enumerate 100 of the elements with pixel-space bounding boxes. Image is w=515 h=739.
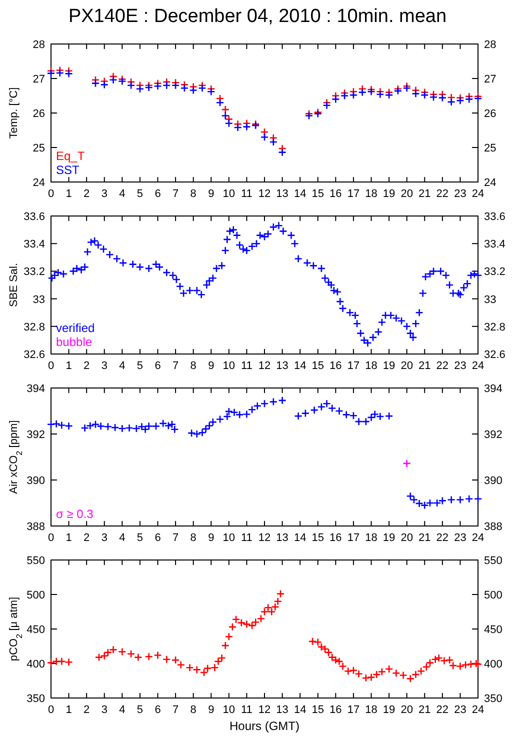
y-tick-label: 550 [26,555,45,567]
y-tick-label: 390 [26,475,45,487]
x-tick-label: 15 [312,532,324,544]
x-tick-label: 18 [365,704,378,716]
y2-tick-label: 550 [484,555,502,567]
x-tick-label: 18 [365,188,378,200]
point [64,70,73,78]
y2-tick-label: 33.4 [484,238,506,251]
x-tick-label: 17 [347,360,360,372]
x-tick-label: 0 [48,188,54,200]
x-tick-label: 24 [472,532,484,544]
point [412,90,420,98]
x-tick-label: 17 [347,532,360,544]
x-tick-label: 1 [66,532,72,544]
point [358,88,367,96]
point [234,123,242,132]
x-tick-label: 16 [330,704,342,716]
point [171,81,180,90]
y-tick-label: 27 [32,74,45,86]
x-tick-label: 13 [276,704,288,716]
x-tick-label: 2 [84,360,90,372]
text: verified [56,321,95,335]
x-tick-label: 5 [136,704,144,716]
x-tick-label: 2 [84,532,90,544]
point [384,90,394,100]
y2-tick-label: 32.6 [484,349,506,361]
x-tick-label: 20 [400,188,413,200]
x-tick-label: 11 [240,704,252,716]
x-tick-label: 15 [312,188,324,200]
y-tick-label: 33 [32,294,45,306]
x-tick-label: 20 [400,704,413,716]
x-tick-label: 0 [48,360,54,372]
point [260,133,269,142]
y-tick-label: 24 [32,177,45,189]
point [420,90,429,100]
x-tick-label: 10 [222,532,236,544]
y-tick-label: 33.6 [24,211,45,223]
x-tick-label: 21 [418,704,431,716]
x-tick-label: 23 [454,532,466,544]
point [447,98,456,106]
y-tick-label: 33.4 [24,238,45,251]
point [91,79,100,88]
x-tick-label: 6 [154,360,161,372]
x-tick-label: 23 [454,188,466,200]
x-tick-label: 14 [294,360,306,372]
x-tick-label: 6 [154,532,161,544]
x-tick-label: 18 [365,360,378,372]
y-tick-label: 388 [26,521,45,533]
point [162,81,171,90]
x-tick-label: 3 [101,704,108,716]
y2-tick-label: 450 [484,624,502,636]
x-tick-label: 0 [48,704,54,716]
y2-tick-label: 33 [484,294,496,306]
point [189,86,198,94]
point [206,87,216,96]
x-tick-label: 14 [294,532,306,544]
x-tick-label: 24 [472,704,484,716]
x-tick-label: 7 [172,188,179,200]
x-tick-label: 13 [276,360,288,372]
y-tick-label: 500 [26,590,45,602]
point [322,101,331,110]
x-tick-label: 15 [312,360,324,372]
y-axis-title: SBE Sal. [8,262,20,308]
y2-tick-label: 27 [484,74,496,86]
point [402,84,411,92]
text: Eq_T [56,149,86,163]
y-tick-label: 25 [32,142,45,154]
point [394,86,402,96]
x-tick-label: 13 [276,188,288,200]
point [429,92,438,102]
x-tick-label: 9 [208,704,214,716]
x-tick-label: 13 [276,532,288,544]
point [438,94,447,102]
y2-tick-label: 24 [484,177,496,189]
x-tick-label: 19 [382,188,396,200]
text: SST [56,163,80,177]
y2-tick-label: 33.6 [484,211,506,223]
x-tick-label: 9 [208,360,214,372]
x-tick-label: 9 [208,532,214,544]
x-tick-label: 16 [330,188,342,200]
point [269,138,278,146]
x-tick-label: 20 [400,532,413,544]
y-tick-label: 400 [26,658,45,670]
x-tick-label: 23 [454,360,466,372]
x-tick-label: 12 [258,188,271,200]
x-tick-label: 19 [382,704,396,716]
x-tick-label: 11 [240,188,252,200]
x-tick-label: 1 [66,188,72,200]
x-tick-label: 7 [172,704,179,716]
x-tick-label: 4 [119,360,126,372]
x-tick-label: 11 [240,532,252,544]
x-tick-label: 0 [48,532,54,544]
point [221,105,230,114]
x-tick-label: 23 [454,704,466,716]
y2-tick-label: 33.2 [484,266,506,278]
x-tick-label: 1 [66,360,72,372]
y2-tick-label: 26 [484,108,496,120]
x-tick-label: 12 [258,704,271,716]
y2-tick-label: 500 [484,590,502,602]
x-tick-label: 24 [472,188,484,200]
